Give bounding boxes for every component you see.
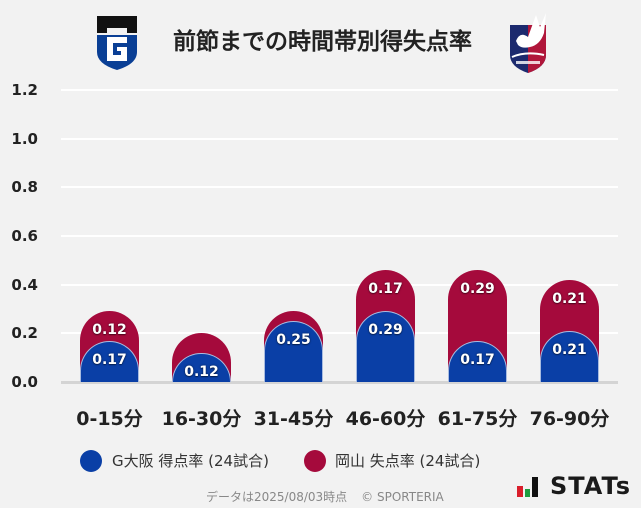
copyright-text: © SPORTERIA xyxy=(361,490,444,504)
y-axis-tick-label: 1.2 xyxy=(11,81,38,99)
data-date-note: データは2025/08/03時点 xyxy=(206,490,348,504)
x-axis-baseline xyxy=(61,381,618,384)
y-axis-tick-label: 0.2 xyxy=(11,324,38,343)
bar-value-label-okayama: 0.21 xyxy=(552,290,587,307)
x-axis-category-label: 0-15分 xyxy=(76,408,143,430)
bar-value-label-gosaka: 0.17 xyxy=(460,351,495,368)
bar-value-label-gosaka: 0.29 xyxy=(368,322,403,339)
stats-brand-logo: STATs xyxy=(550,472,631,500)
bar-value-label-gosaka: 0.12 xyxy=(184,363,219,380)
gridline xyxy=(61,332,618,335)
x-axis-category-label: 16-30分 xyxy=(161,408,242,430)
legend-swatch-gosaka xyxy=(80,450,102,472)
bar-value-label-gosaka: 0.17 xyxy=(92,351,127,368)
legend-label-okayama-conceded-rate: 岡山 失点率 (24試合) xyxy=(335,452,481,470)
x-axis-category-label: 76-90分 xyxy=(529,408,610,430)
stats-logo-bars-icon xyxy=(517,477,538,497)
y-axis-tick-label: 0.8 xyxy=(11,178,38,197)
stacked-bar-chart: 0.0 0.2 0.4 0.6 0.8 1.0 1.2 0.12 0.17 0-15分 0.12 16… xyxy=(11,81,618,430)
y-axis-tick-label: 1.0 xyxy=(11,129,38,148)
bar-value-label-gosaka: 0.21 xyxy=(552,341,587,358)
gridline xyxy=(61,283,618,286)
y-axis-tick-label: 0.6 xyxy=(11,227,38,245)
fagiano-okayama-crest-icon xyxy=(510,13,546,73)
gridline xyxy=(61,137,618,140)
bar-segment-gosaka-scored xyxy=(448,340,507,382)
bar-value-label-okayama: 0.17 xyxy=(368,281,403,298)
y-axis-tick-label: 0.0 xyxy=(11,373,38,391)
x-axis-category-label: 46-60分 xyxy=(345,408,426,430)
bar-value-label-okayama: 0.12 xyxy=(92,322,127,339)
y-axis-tick-label: 0.4 xyxy=(11,275,38,294)
x-axis-category-label: 31-45分 xyxy=(253,408,334,430)
gridline xyxy=(61,186,618,189)
x-axis-category-label: 61-75分 xyxy=(437,408,518,430)
legend-swatch-okayama xyxy=(304,450,326,472)
bar-value-label-gosaka: 0.25 xyxy=(276,332,311,349)
chart-title: 前節までの時間帯別得失点率 xyxy=(173,29,472,55)
legend-label-gosaka-scoring-rate: G大阪 得点率 (24試合) xyxy=(112,452,269,470)
gridline xyxy=(61,89,618,91)
data-source-note: データは2025/08/03時点 © SPORTERIA xyxy=(206,489,444,505)
bar-segment-gosaka-scored xyxy=(540,330,599,382)
gridline xyxy=(61,235,618,237)
gamba-osaka-crest-icon xyxy=(97,16,137,70)
bar-value-label-okayama: 0.29 xyxy=(460,281,495,298)
bar-segment-gosaka-scored xyxy=(264,321,323,382)
bar-segment-gosaka-scored xyxy=(356,311,415,382)
